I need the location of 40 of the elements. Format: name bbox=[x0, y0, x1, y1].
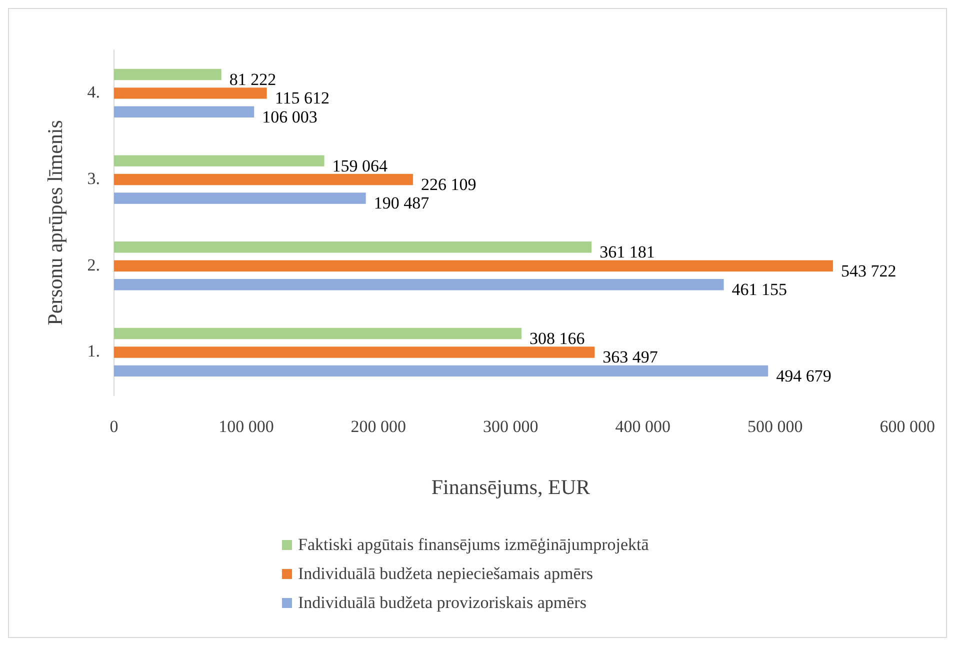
x-tick-label: 300 000 bbox=[483, 417, 538, 436]
data-label: 308 166 bbox=[529, 328, 585, 348]
data-label: 159 064 bbox=[332, 156, 388, 176]
bar bbox=[114, 365, 768, 377]
bar bbox=[114, 155, 324, 166]
data-label: 494 679 bbox=[776, 366, 832, 386]
data-label: 226 109 bbox=[420, 174, 476, 194]
bar bbox=[114, 192, 366, 204]
data-label: 106 003 bbox=[262, 107, 318, 126]
x-tick-label: 0 bbox=[110, 417, 118, 436]
data-label: 363 497 bbox=[602, 348, 658, 367]
bar bbox=[114, 278, 724, 290]
data-label: 115 612 bbox=[274, 88, 330, 108]
x-tick-label: 200 000 bbox=[350, 417, 406, 436]
data-label: 543 722 bbox=[840, 261, 896, 280]
x-tick-label: 100 000 bbox=[218, 417, 274, 436]
y-tick-label: 2. bbox=[87, 255, 100, 274]
legend-label: Individuālā budžeta nepieciešamais apmērs bbox=[298, 564, 594, 584]
data-label: 461 155 bbox=[732, 280, 788, 300]
y-tick-label: 4. bbox=[87, 82, 100, 102]
x-axis-title: Finansējums, EUR bbox=[431, 474, 590, 499]
data-label: 361 181 bbox=[600, 242, 655, 262]
x-tick-label: 500 000 bbox=[748, 417, 803, 436]
x-tick-label: 600 000 bbox=[880, 417, 935, 436]
bar bbox=[114, 346, 595, 358]
y-tick-label: 1. bbox=[87, 342, 100, 361]
y-axis-title: Personu aprūpes līmenis bbox=[43, 120, 68, 326]
x-tick-label: 400 000 bbox=[615, 417, 671, 436]
y-tick-label: 3. bbox=[87, 168, 100, 188]
bar bbox=[114, 328, 522, 340]
legend-label: Individuālā budžeta provizoriskais apmērs bbox=[298, 592, 586, 612]
data-label: 190 487 bbox=[374, 194, 430, 213]
legend-label: Faktiski apgūtais finansējums izmēģinājumprojektā bbox=[298, 534, 649, 554]
bar bbox=[114, 88, 267, 99]
bar bbox=[114, 242, 592, 253]
bar bbox=[114, 260, 833, 272]
data-label: 81 222 bbox=[229, 70, 276, 89]
bar bbox=[114, 68, 222, 80]
bar bbox=[114, 174, 413, 186]
bar bbox=[114, 106, 254, 118]
